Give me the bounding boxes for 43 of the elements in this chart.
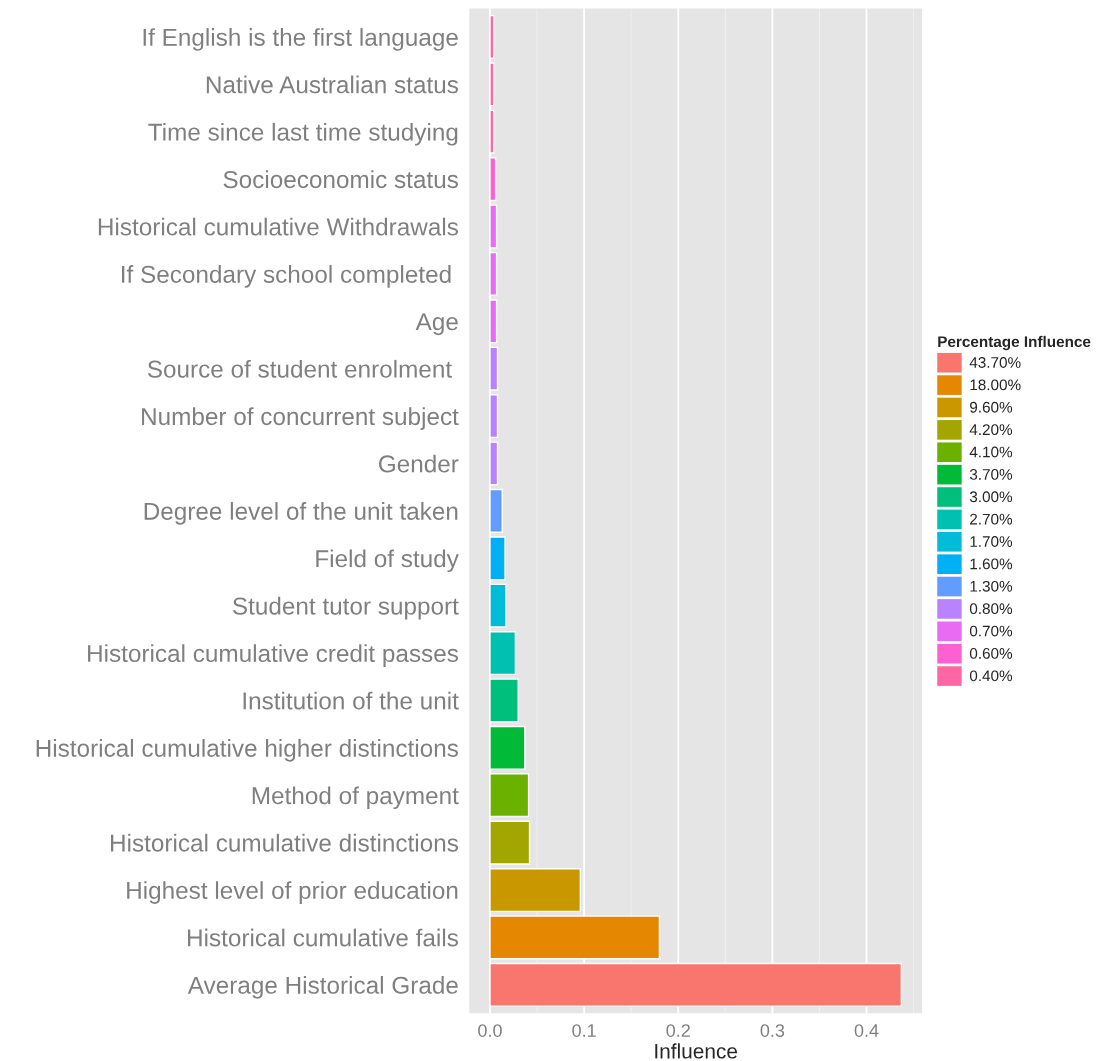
y-tick-label: Highest level of prior education — [127, 881, 458, 904]
y-tick-label: If English is the first language — [143, 28, 458, 51]
x-tick-label: 0.2 — [666, 1024, 690, 1037]
x-tick-label: 0.0 — [478, 1024, 502, 1037]
y-tick-label: If Secondary school completed — [122, 265, 451, 288]
x-axis-title: Influence — [655, 1043, 738, 1059]
legend-label: 4.10% — [969, 446, 1013, 458]
legend-label: 3.70% — [969, 468, 1013, 480]
legend-label: 9.60% — [970, 401, 1013, 413]
y-tick-label: Historical cumulative distinctions — [111, 833, 458, 852]
y-tick-label: Student tutor support — [232, 596, 459, 620]
y-tick-label: Native Australian status — [206, 75, 458, 94]
y-tick-label: Historical cumulative Withdrawals — [98, 217, 458, 236]
x-tick-label: 0.1 — [572, 1024, 596, 1037]
y-tick-label: Socioeconomic status — [223, 170, 458, 189]
legend-label: 43.70% — [969, 357, 1021, 368]
x-tick-label: 0.3 — [760, 1024, 785, 1037]
legend-label: 4.20% — [969, 424, 1013, 436]
legend-label: 1.70% — [970, 536, 1013, 547]
y-tick-label: Gender — [379, 454, 459, 473]
legend-label: 0.70% — [969, 625, 1013, 637]
y-tick-label: Time since last time studying — [148, 122, 458, 146]
legend-label: 3.00% — [969, 491, 1013, 503]
y-tick-label: Method of payment — [252, 786, 459, 810]
legend-label: 0.60% — [969, 648, 1013, 659]
legend-label: 1.30% — [970, 580, 1013, 592]
y-tick-label: Field of study — [316, 549, 459, 573]
x-tick-label: 0.4 — [854, 1024, 879, 1037]
legend-label: 0.40% — [969, 670, 1013, 682]
y-tick-label: Source of student enrolment — [147, 359, 452, 378]
y-tick-label: Age — [415, 313, 458, 336]
y-tick-label: Number of concurrent subject — [142, 407, 459, 430]
y-tick-label: Historical cumulative higher distinctions — [36, 739, 458, 762]
legend-label: 2.70% — [970, 513, 1013, 525]
y-tick-label: Degree level of the unit taken — [144, 502, 458, 525]
y-tick-label: Institution of the unit — [243, 691, 459, 710]
legend-label: 1.60% — [970, 558, 1013, 570]
y-tick-label: Historical cumulative credit passes — [88, 644, 458, 667]
legend-title: Percentage Influence — [938, 335, 1091, 351]
legend-label: 0.80% — [969, 603, 1013, 615]
legend-label: 18.00% — [970, 379, 1021, 391]
y-tick-label: Historical cumulative fails — [188, 928, 458, 947]
y-tick-label: Average Historical Grade — [187, 976, 458, 999]
